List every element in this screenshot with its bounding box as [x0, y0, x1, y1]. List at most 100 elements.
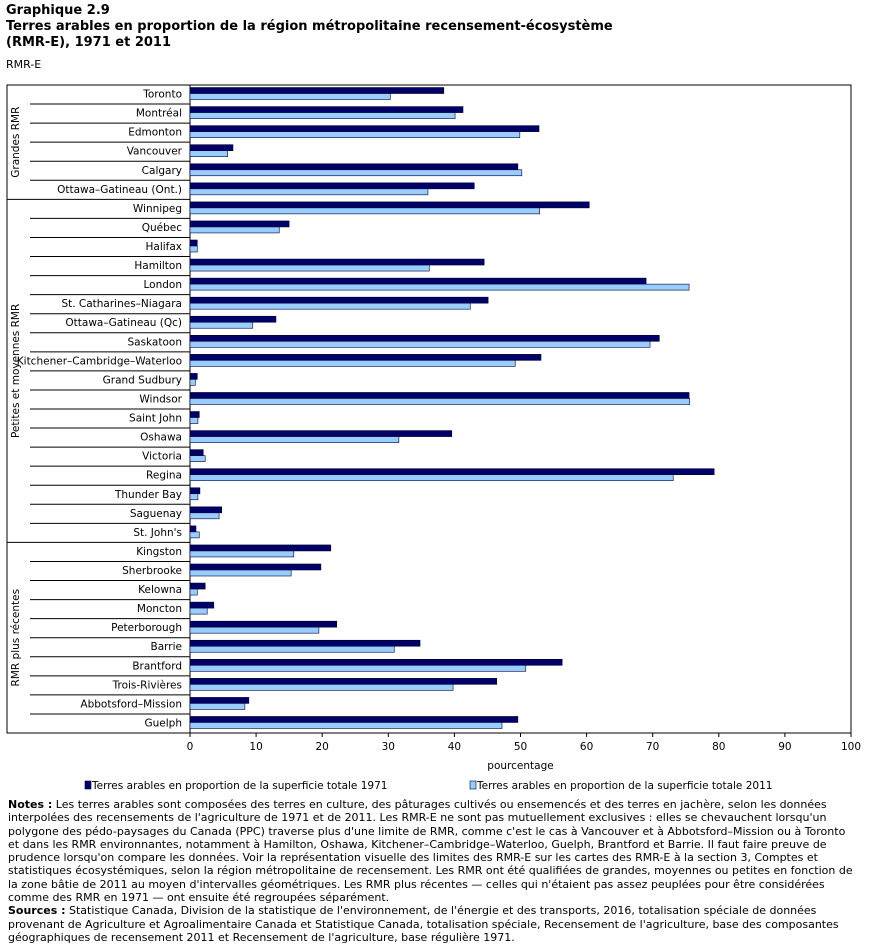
- y-tick-label: St. John's: [133, 527, 182, 539]
- y-tick-label: Kitchener–Cambridge–Waterloo: [17, 355, 182, 367]
- y-tick-label: Ottawa–Gatineau (Ont.): [57, 184, 182, 196]
- bar: [189, 436, 400, 443]
- bar: [189, 334, 660, 342]
- bar: [189, 296, 489, 304]
- bar: [189, 144, 234, 152]
- bar: [189, 373, 198, 380]
- bar: [189, 207, 540, 215]
- bar: [189, 449, 204, 456]
- bar: [189, 354, 542, 361]
- x-tick-label: 90: [778, 741, 791, 753]
- notes-block: Notes : Les terres arables sont composée…: [8, 798, 858, 904]
- notes-label: Notes :: [8, 798, 53, 811]
- x-tick-label: 70: [646, 741, 659, 753]
- bar: [189, 93, 391, 100]
- bar: [189, 245, 198, 253]
- x-tick-label: 10: [249, 741, 262, 753]
- legend-swatch: [84, 780, 92, 790]
- y-tick-label: Abbotsford–Mission: [80, 698, 182, 710]
- bar: [189, 106, 464, 113]
- legend-swatch: [469, 780, 477, 790]
- bar: [189, 398, 691, 405]
- y-tick-label: Québec: [142, 222, 183, 234]
- bar: [189, 340, 651, 348]
- bar: [189, 321, 254, 329]
- bar: [189, 226, 280, 234]
- bar: [189, 525, 197, 533]
- y-tick-label: Windsor: [139, 393, 182, 405]
- bar: [189, 658, 563, 666]
- notes: Notes : Les terres arables sont composée…: [8, 798, 858, 944]
- y-tick-label: St. Catharines–Niagara: [61, 298, 182, 310]
- bar: [189, 182, 475, 190]
- bar: [189, 703, 246, 710]
- bar: [189, 487, 201, 495]
- bar: [189, 493, 199, 501]
- y-axis-label: RMR-E: [6, 58, 42, 71]
- y-tick-label: Saskatoon: [127, 336, 182, 348]
- x-tick-label: 80: [712, 741, 725, 753]
- legend-label: Terres arables en proportion de la super…: [91, 780, 387, 792]
- bar: [189, 506, 223, 514]
- y-tick-label: Halifax: [145, 241, 182, 253]
- bar: [189, 239, 198, 247]
- y-tick-label: Kingston: [136, 546, 182, 558]
- bar: [189, 169, 523, 177]
- bar: [189, 277, 647, 285]
- bar: [189, 302, 471, 310]
- y-tick-label: Edmonton: [128, 127, 182, 139]
- bar: [189, 163, 519, 171]
- bar: [189, 563, 322, 571]
- y-tick-label: Saint John: [129, 413, 182, 425]
- bar: [189, 283, 690, 291]
- bar: [189, 125, 540, 132]
- bar: [189, 258, 485, 266]
- bar: [189, 684, 454, 691]
- notes-text: Les terres arables sont composées des te…: [8, 798, 853, 905]
- header: Graphique 2.9 Terres arables en proporti…: [6, 3, 646, 51]
- bar: [189, 639, 421, 647]
- y-tick-label: Guelph: [145, 717, 183, 729]
- bar: [189, 550, 295, 558]
- bar: [189, 417, 199, 424]
- y-tick-label: Winnipeg: [133, 203, 182, 215]
- bar: [189, 264, 430, 272]
- x-axis-label: pourcentage: [487, 760, 553, 772]
- group-label: RMR plus récentes: [10, 589, 22, 687]
- x-tick-label: 0: [187, 741, 194, 753]
- bar: [189, 645, 395, 653]
- y-tick-label: Moncton: [137, 603, 182, 615]
- bar: [189, 220, 290, 228]
- y-tick-label: Toronto: [142, 89, 182, 101]
- bar: [189, 392, 690, 399]
- group-label: Petites et moyennes RMR: [10, 304, 22, 438]
- chart: 0 10 20 30 40 50 60 70 80 90 100 pourcentage Grandes…: [6, 84, 861, 792]
- bar: [189, 112, 456, 119]
- legend-label: Terres arables en proportion de la super…: [476, 780, 772, 792]
- chart-subtitle: Terres arables en proportion de la régio…: [6, 19, 613, 50]
- y-tick-label: London: [144, 279, 183, 291]
- bar: [189, 411, 200, 418]
- y-tick-label: Victoria: [142, 451, 182, 463]
- bar: [189, 201, 590, 209]
- x-tick-label: 30: [382, 741, 395, 753]
- bar: [189, 607, 208, 615]
- plot-frame: [6, 84, 852, 734]
- bar: [189, 569, 292, 577]
- y-tick-label: Vancouver: [127, 146, 183, 158]
- bar: [189, 512, 220, 520]
- x-tick-label: 20: [316, 741, 329, 753]
- y-tick-label: Brantford: [132, 660, 182, 672]
- bar: [189, 664, 527, 672]
- bar: [189, 474, 674, 482]
- y-tick-label: Montréal: [136, 108, 182, 120]
- y-tick-label: Hamilton: [134, 260, 182, 272]
- bar: [189, 620, 338, 628]
- y-tick-label: Grand Sudbury: [103, 374, 182, 386]
- x-tick-label: 60: [580, 741, 593, 753]
- bar: [189, 531, 200, 539]
- bar: [189, 588, 198, 596]
- bar: [189, 188, 429, 196]
- y-tick-label: Oshawa: [140, 432, 182, 444]
